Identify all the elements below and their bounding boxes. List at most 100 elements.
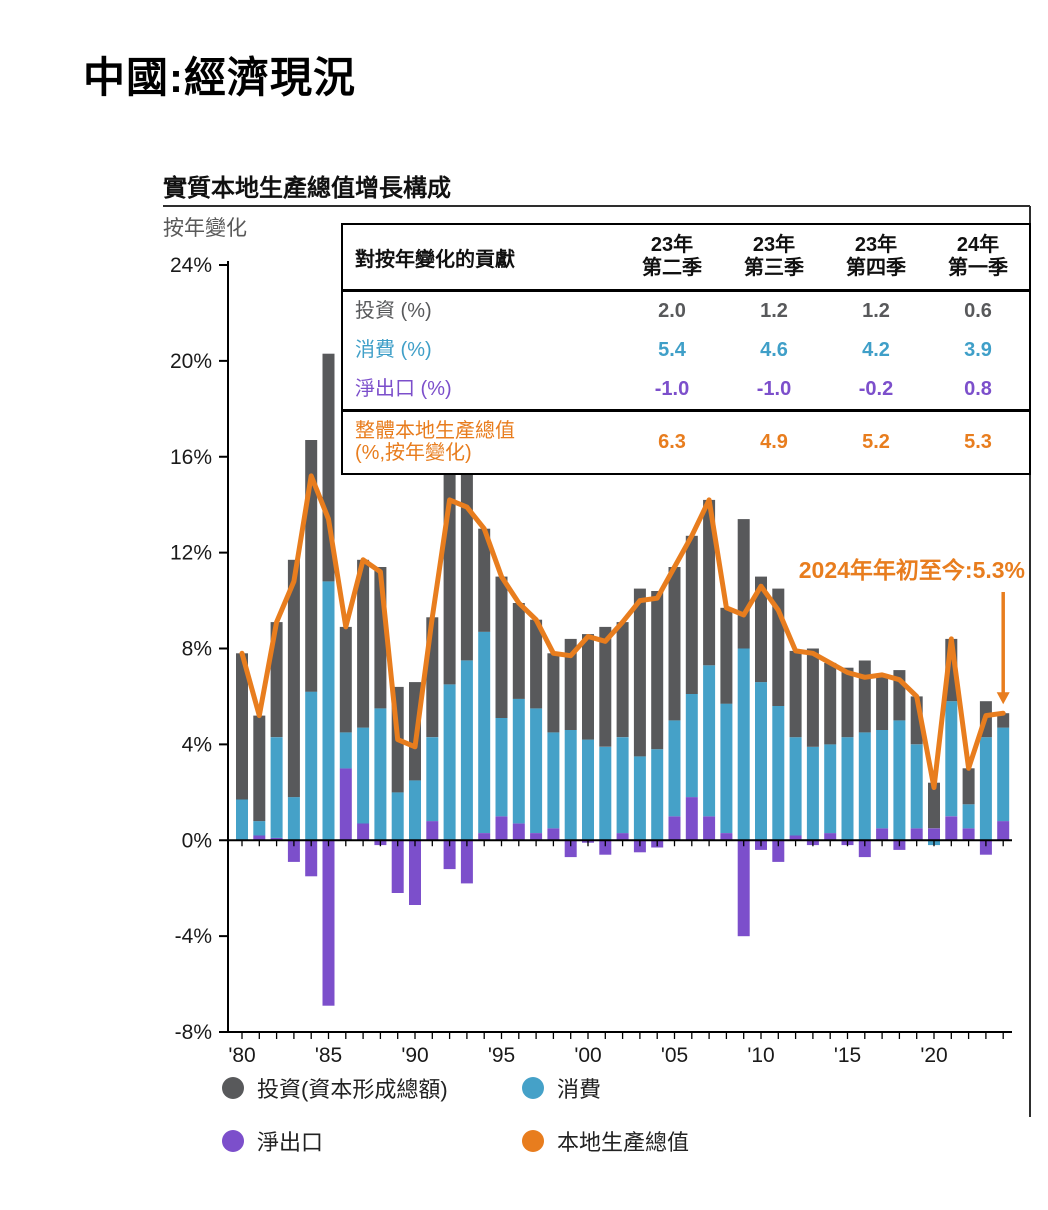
bar-investment-2015 [841,667,854,738]
y-tick-label-8: 8% [182,638,212,661]
table-row-investment: 投資 (%) 2.0 1.2 1.2 0.6 [342,291,1030,332]
legend-item-investment: 投資(資本形成總額) [222,1072,522,1104]
table-value-gdp-0: 6.3 [658,430,686,453]
bar-consumption-2021 [945,701,958,817]
table-row-label-consumption: 消費 (%) [355,339,432,362]
bar-consumption-2014 [824,744,837,834]
bar-consumption-1998 [547,732,560,829]
bar-investment-2017 [876,674,889,730]
bar-net_exports-2019 [910,828,923,841]
bar-consumption-1996 [512,698,525,824]
bar-consumption-2008 [720,703,733,833]
bar-net_exports-2017 [876,828,889,841]
bar-net_exports-2009 [737,840,750,937]
bar-net_exports-1993 [460,840,473,884]
annotation-arrow-head [996,692,1010,705]
table-row-label-net_exports: 淨出口 (%) [355,378,452,401]
bar-investment-1996 [512,603,525,699]
bar-investment-2005 [668,567,681,721]
bar-consumption-2004 [651,749,664,841]
bar-consumption-2023 [979,737,992,841]
bar-investment-2006 [685,535,698,694]
bar-net_exports-2020 [928,828,940,841]
bar-consumption-2003 [633,756,646,841]
bar-consumption-1993 [460,660,473,841]
y-tick-label-20: 20% [170,350,212,373]
legend-item-consumption: 消費 [522,1072,689,1104]
bar-investment-1994 [478,528,491,632]
bar-consumption-1995 [495,718,508,817]
bar-investment-2020 [928,782,940,829]
y-tick-label--8: -8% [175,1021,212,1044]
table-value-net_exports-0: -1.0 [654,378,690,400]
bar-net_exports-2008 [720,833,733,841]
bar-consumption-1986 [339,732,352,769]
bar-investment-2000 [582,634,594,740]
bar-consumption-2016 [858,732,871,841]
y-tick-label-16: 16% [170,446,212,469]
table-col-header-1: 23年 第三季 [744,234,804,279]
bar-investment-2008 [720,607,733,704]
bar-net_exports-2014 [824,833,837,841]
table-value-consumption-1: 4.6 [760,339,788,361]
bar-consumption-2002 [616,737,629,834]
bar-net_exports-1999 [564,840,577,858]
bar-consumption-1989 [391,792,404,841]
bar-consumption-2015 [841,737,854,841]
bar-net_exports-1986 [339,768,352,841]
bar-net_exports-1996 [512,823,525,841]
table-row-consumption: 消費 (%) 5.4 4.6 4.2 3.9 [342,331,1030,370]
bar-investment-1983 [287,559,300,798]
table-value-investment-3: 0.6 [964,300,992,322]
y-tick-label-0: 0% [182,829,212,852]
table-header-label: 對按年變化的貢獻 [355,248,515,271]
bar-net_exports-1990 [409,840,421,905]
page-title: 中國:經濟現況 [83,54,356,101]
x-tick-label-2005: '05 [661,1044,688,1067]
bar-investment-1999 [564,638,577,730]
bar-consumption-2001 [599,746,612,841]
bar-net_exports-2005 [668,816,681,841]
table-value-consumption-0: 5.4 [658,339,686,361]
bar-consumption-2007 [703,665,716,817]
bar-consumption-1992 [443,684,456,841]
table-value-gdp-1: 4.9 [760,430,788,453]
bar-consumption-1991 [426,737,439,822]
contribution-table: 對按年變化的貢獻 23年 第二季 23年 第三季 23年 第四季 24年 第一季 投資 (%) 2.… [341,223,1031,475]
x-tick-label-2015: '15 [834,1044,861,1067]
table-value-investment-0: 2.0 [658,300,686,322]
gdp-growth-line [239,473,1006,790]
table-row-label-investment: 投資 (%) [355,300,432,323]
table-value-consumption-2: 4.2 [862,339,890,361]
bar-net_exports-2023 [979,840,992,855]
bar-net_exports-1984 [305,840,318,877]
bar-consumption-1988 [374,708,387,841]
table-value-net_exports-2: -0.2 [858,378,894,400]
bar-net_exports-1994 [478,833,491,841]
legend-dot-gdp-icon [522,1130,544,1152]
bar-investment-2007 [703,499,716,666]
bar-consumption-1987 [357,727,370,824]
bar-consumption-1997 [530,708,543,833]
bar-net_exports-2024 [997,821,1010,841]
bar-consumption-1985 [322,581,335,841]
x-tick-label-2000: '00 [574,1044,601,1067]
bar-investment-2024 [997,713,1010,728]
legend-label-investment: 投資(資本形成總額) [257,1077,448,1102]
table-col-header-2: 23年 第四季 [846,234,906,279]
bar-consumption-2000 [582,739,594,841]
y-tick-label--4: -4% [175,925,212,948]
bar-investment-2016 [858,660,871,733]
bar-investment-2013 [806,648,819,747]
x-tick-label-2010: '10 [747,1044,774,1067]
bar-net_exports-2012 [789,835,802,841]
bar-consumption-2012 [789,737,802,836]
bar-net_exports-2016 [858,840,871,858]
chart-title: 實質本地生產總值增長構成 [163,175,451,202]
bar-net_exports-1981 [253,835,266,841]
bar-investment-1986 [339,626,352,733]
bar-consumption-2009 [737,648,750,841]
bar-consumption-2022 [962,804,975,829]
bar-net_exports-2002 [616,833,629,841]
